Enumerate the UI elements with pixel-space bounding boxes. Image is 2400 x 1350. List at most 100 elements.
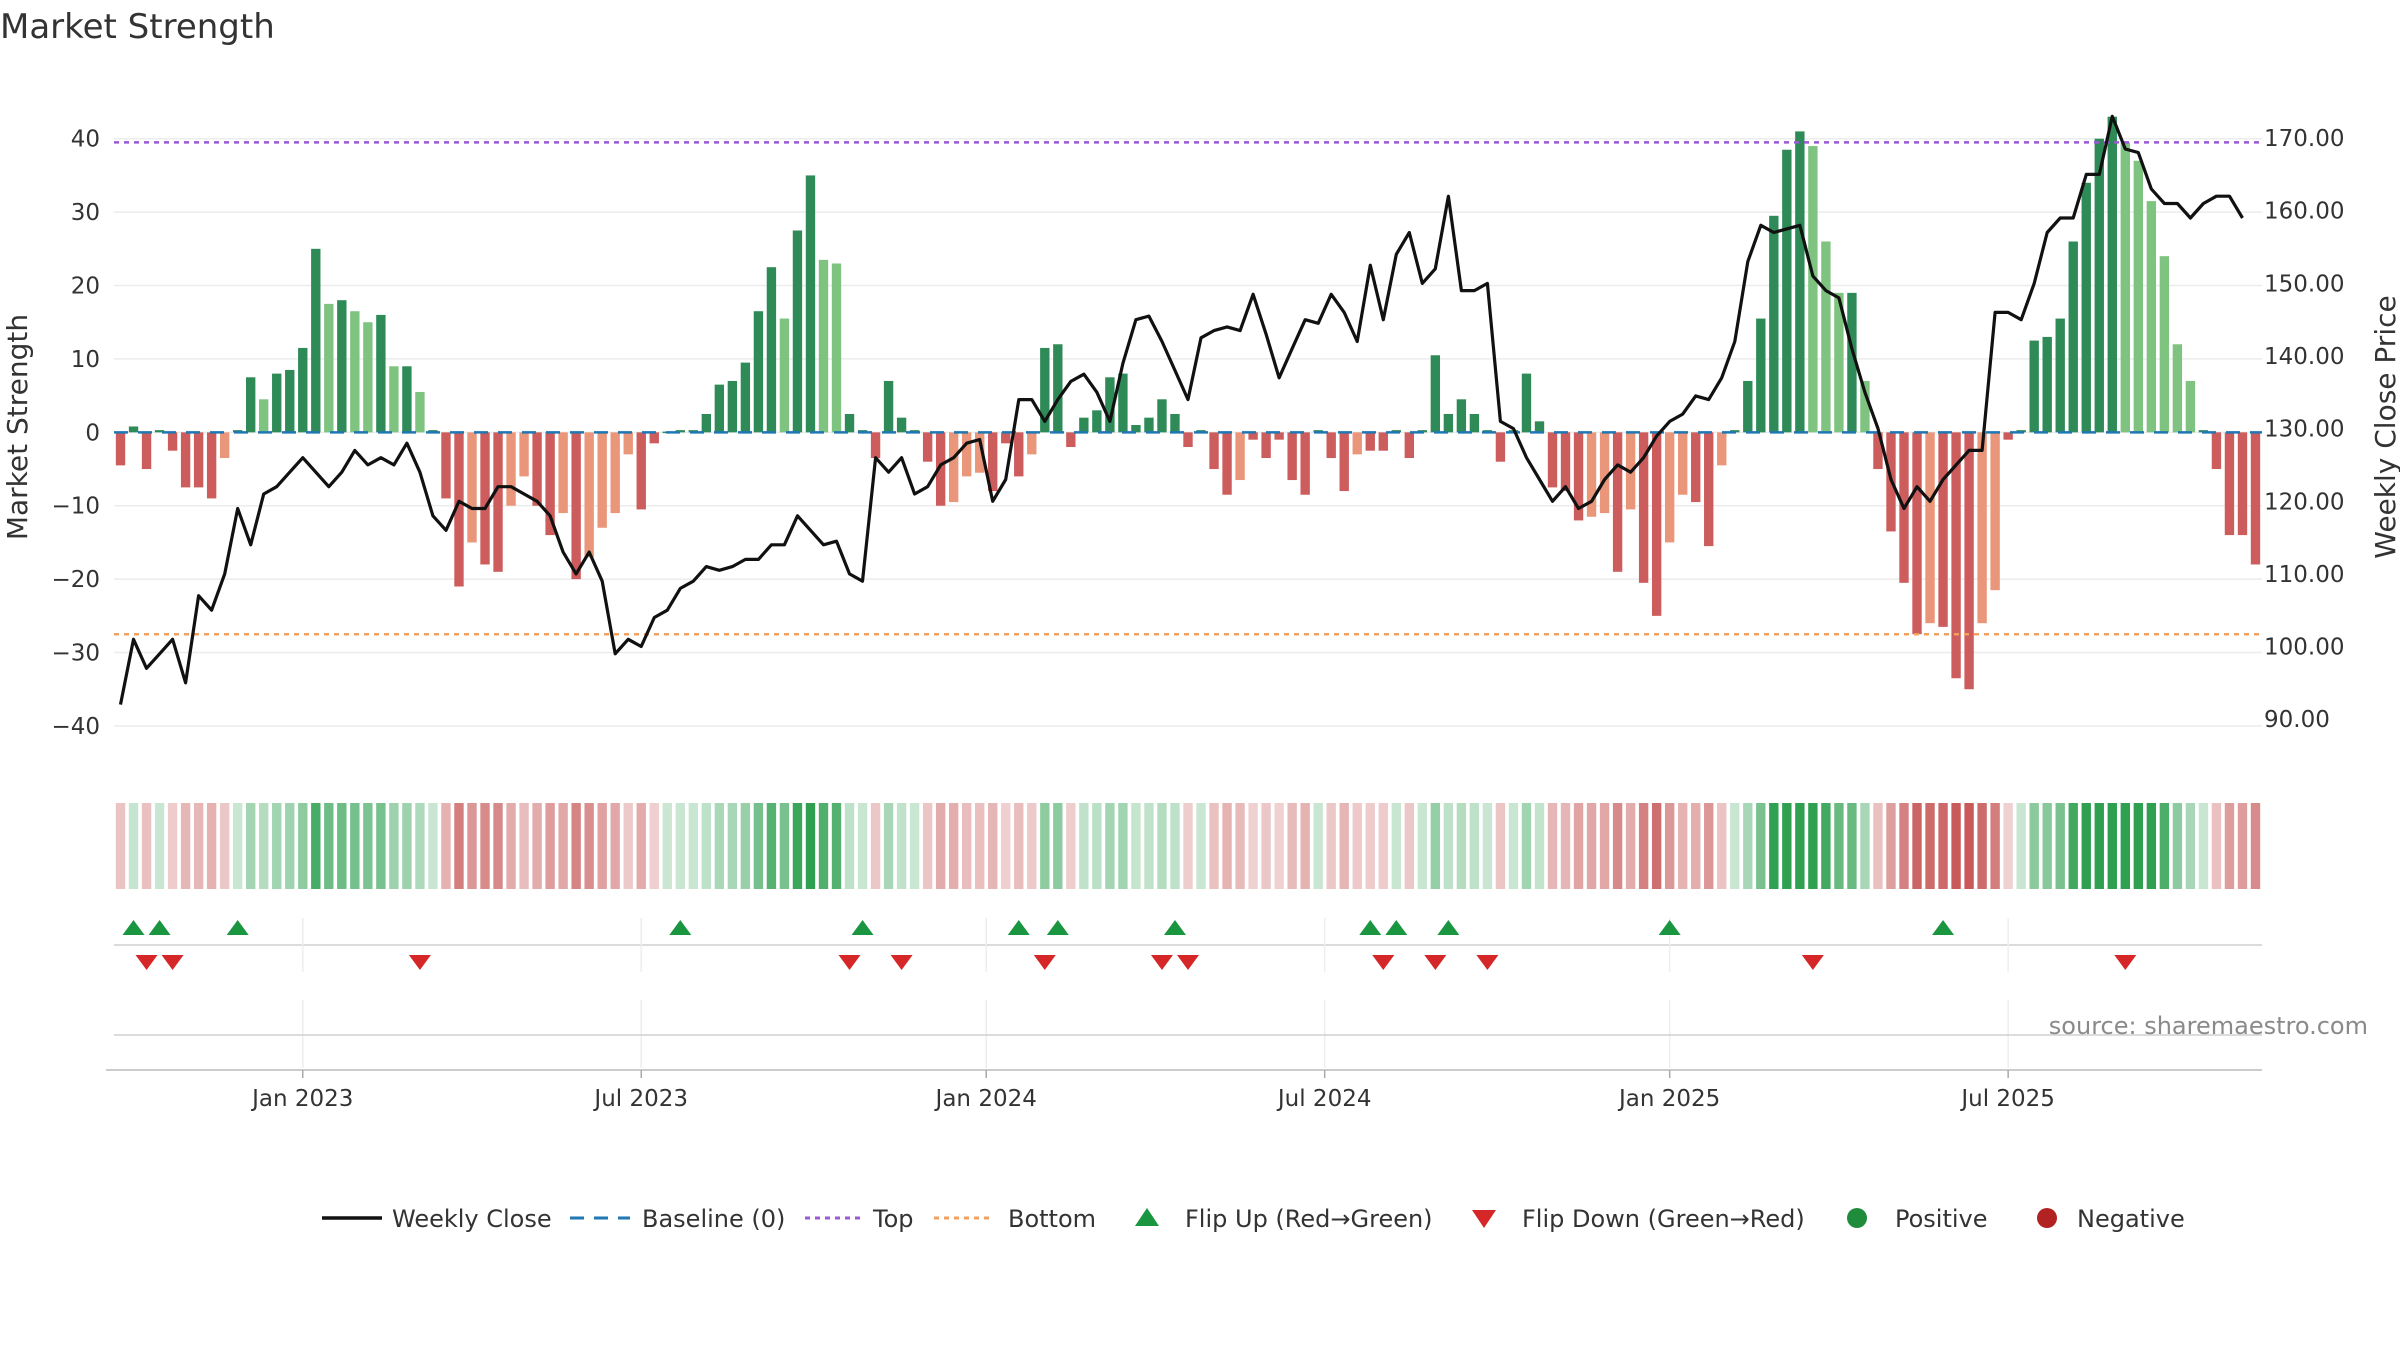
heat-cell [259,803,269,889]
strength-bar [324,303,334,433]
strength-bar [831,263,842,433]
heat-cell [180,803,191,889]
x-tick-label: Jul 2025 [1959,1086,2055,1112]
y-left-tick-label: 10 [71,347,100,373]
heat-cell [272,803,282,889]
heat-cell [2211,803,2222,889]
y-axis-right-ticks: 170.00 160.00 150.00 140.00 130.00 120.00 110.… [2264,126,2344,733]
y-right-tick-label: 110.00 [2264,562,2344,588]
heat-cell [1586,803,1597,889]
strength-bar [714,384,725,433]
strength-bar [727,380,738,433]
heat-cell [935,803,946,889]
heat-cell [2081,803,2091,889]
y-right-tick-label: 150.00 [2264,271,2344,297]
heat-cell [1352,803,1362,889]
y-axis-left-ticks: 40 30 20 10 0 −10 −20 −30 −40 [51,127,100,740]
strength-bar [1378,432,1388,451]
strength-bar [115,432,126,466]
heat-cell [1651,803,1662,889]
strength-bar [623,432,633,455]
heat-cell [1560,803,1571,889]
strength-bar [1847,292,1857,433]
y-left-tick-label: 40 [71,127,100,153]
strength-bar [285,369,295,433]
strength-bar [1834,292,1844,433]
heat-cell [363,803,373,889]
strength-bar [2237,432,2248,536]
flip-up-marker [148,920,171,935]
heat-cell [792,803,803,889]
heat-cell [688,803,698,889]
strength-bar [922,432,933,462]
heat-cell [2224,803,2235,889]
strength-bar [988,432,998,492]
heat-cell [1521,803,1532,889]
heat-cell [714,803,725,889]
heat-cell [324,803,334,889]
chart-title: Market Strength [0,7,275,47]
strength-bar [1756,318,1766,433]
heat-cell [1066,803,1076,889]
y-right-tick-label: 120.00 [2264,489,2344,515]
flip-up-marker [1007,920,1030,935]
flip-up-marker [851,920,874,935]
x-tick-label: Jan 2023 [250,1086,353,1112]
strength-bar [1743,380,1753,433]
strength-bar [2224,432,2235,536]
strength-bar [766,267,777,433]
heat-cell [2146,803,2157,889]
heat-cell [1326,803,1336,889]
heat-cell [1378,803,1388,889]
heat-cell [350,803,360,889]
heat-cell [1274,803,1284,889]
heat-cell [1157,803,1167,889]
y-left-tick-label: −30 [51,641,100,667]
strength-bar [1339,432,1349,492]
heat-cell [649,803,659,889]
strength-bar [870,432,881,459]
heat-cell [532,803,542,889]
strength-bar [363,322,373,433]
flip-down-marker [1476,955,1499,970]
strength-bar [519,432,529,477]
flip-down-marker [1424,955,1447,970]
heat-cell [636,803,646,889]
heat-cell [1873,803,1883,889]
heat-cell [154,803,165,889]
flip-down-marker [838,955,861,970]
flip-up-marker [669,920,692,935]
heat-cell [493,803,503,889]
strength-bar [2185,380,2196,433]
y-left-tick-label: 0 [85,420,100,446]
legend: Weekly Close Baseline (0) Top Bottom Flip Up… [322,1205,2185,1233]
heat-cell [844,803,855,889]
strength-bar [1144,417,1154,433]
strength-bar [636,432,646,510]
heat-cell [1313,803,1323,889]
reference-lines [114,141,2262,636]
strength-bar [753,311,764,433]
strength-bar [1990,432,2000,591]
strength-bar [935,432,946,506]
heat-cell [701,803,712,889]
heat-cell [1743,803,1753,889]
flip-down-marker [1150,955,1173,970]
strength-bar [1131,425,1141,433]
strength-bar [376,314,386,433]
flip-up-marker [1385,920,1408,935]
heat-cell [1847,803,1857,889]
heat-cell [727,803,738,889]
strength-bar [1430,355,1441,433]
strength-bar [493,432,503,572]
y-left-tick-label: 20 [71,274,100,300]
strength-bar [1521,373,1532,433]
strength-bar [193,432,204,488]
heat-cell [1209,803,1219,889]
legend-label: Positive [1895,1205,1988,1233]
heat-cell [1951,803,1961,889]
strength-bar [1534,421,1545,433]
heat-cell [1235,803,1245,889]
weekly-close-line [118,114,2244,705]
strength-bar [298,347,308,433]
